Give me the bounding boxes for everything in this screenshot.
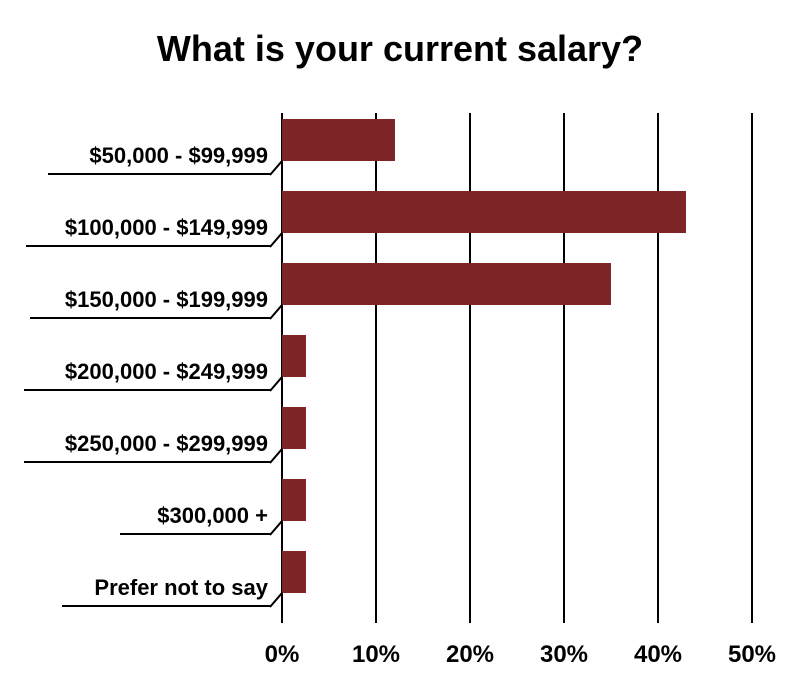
y-axis-label-underline bbox=[24, 461, 270, 463]
bar bbox=[282, 191, 686, 233]
y-axis-label-text: Prefer not to say bbox=[94, 575, 268, 601]
page: What is your current salary? 0%10%20%30%… bbox=[0, 0, 800, 695]
y-axis-label-text: $150,000 - $199,999 bbox=[65, 287, 268, 313]
bar bbox=[282, 263, 611, 305]
bar bbox=[282, 407, 306, 449]
y-axis-label-text: $50,000 - $99,999 bbox=[89, 143, 268, 169]
y-axis-label-underline bbox=[48, 173, 270, 175]
x-axis-label: 30% bbox=[540, 641, 588, 669]
bar bbox=[282, 479, 306, 521]
y-axis-label-underline bbox=[120, 533, 270, 535]
x-axis-label: 40% bbox=[634, 641, 682, 669]
gridline bbox=[563, 113, 565, 623]
gridline bbox=[375, 113, 377, 623]
y-axis-label-underline bbox=[26, 245, 270, 247]
y-axis-label-underline bbox=[30, 317, 270, 319]
x-axis-label: 0% bbox=[265, 641, 300, 669]
y-axis-label-underline bbox=[24, 389, 270, 391]
bar bbox=[282, 119, 395, 161]
y-axis-label-text: $100,000 - $149,999 bbox=[65, 215, 268, 241]
chart-title: What is your current salary? bbox=[0, 28, 800, 70]
y-axis-label-text: $300,000 + bbox=[157, 503, 268, 529]
gridline bbox=[751, 113, 753, 623]
bar bbox=[282, 551, 306, 593]
x-axis-label: 10% bbox=[352, 641, 400, 669]
y-axis-label-underline bbox=[62, 605, 270, 607]
y-axis-label-text: $250,000 - $299,999 bbox=[65, 431, 268, 457]
x-axis-label: 50% bbox=[728, 641, 776, 669]
x-axis-label: 20% bbox=[446, 641, 494, 669]
bar bbox=[282, 335, 306, 377]
salary-bar-chart: 0%10%20%30%40%50%$50,000 - $99,999$100,0… bbox=[282, 113, 752, 623]
gridline bbox=[657, 113, 659, 623]
y-axis-label-text: $200,000 - $249,999 bbox=[65, 359, 268, 385]
gridline bbox=[469, 113, 471, 623]
